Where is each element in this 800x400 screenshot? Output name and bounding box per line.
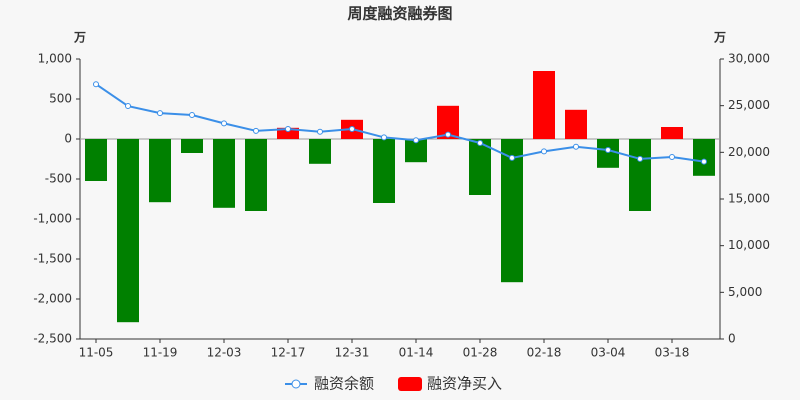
bar <box>533 71 555 139</box>
y-tick-label: -500 <box>45 172 72 186</box>
bar <box>597 139 619 168</box>
y2-tick-label: 0 <box>728 332 736 346</box>
y-tick-label: 0 <box>64 132 72 146</box>
line-point <box>221 120 227 127</box>
line-point <box>477 140 483 146</box>
line-point <box>317 128 323 135</box>
chart-title: 周度融资融券图 <box>347 5 452 23</box>
y-tick-label: 1,000 <box>38 52 72 66</box>
bar <box>245 139 267 211</box>
bar <box>629 139 651 211</box>
line-point <box>125 103 131 110</box>
x-tick-label: 01-14 <box>399 346 434 360</box>
line-point <box>413 137 419 144</box>
bar <box>85 139 107 181</box>
bar <box>309 139 331 164</box>
x-tick-label: 11-19 <box>143 346 178 360</box>
line-point <box>509 154 515 161</box>
x-tick-label: 03-18 <box>655 346 690 360</box>
y-tick-label: -2,500 <box>33 332 72 346</box>
bar <box>117 139 139 323</box>
bar <box>277 127 299 139</box>
line-point <box>253 127 259 134</box>
y-tick-label: -2,000 <box>33 292 72 306</box>
line <box>95 83 705 163</box>
bar <box>373 139 395 203</box>
bar <box>213 139 235 208</box>
legend-swatch <box>398 377 422 391</box>
line-point <box>541 148 547 155</box>
y2-tick-label: 5,000 <box>728 285 762 299</box>
y-tick-label: 500 <box>49 92 72 106</box>
line-point <box>573 143 579 150</box>
y-tick-label: -1,000 <box>33 212 72 226</box>
line-point <box>445 131 451 138</box>
line-point <box>669 154 675 160</box>
line-point <box>285 126 291 132</box>
y2-tick-label: 10,000 <box>728 238 770 252</box>
bar <box>149 139 171 203</box>
line-point <box>349 126 355 132</box>
x-tick-label: 12-31 <box>335 346 370 360</box>
line-point <box>701 158 707 165</box>
y2-unit: 万 <box>713 31 726 45</box>
x-tick-label: 01-28 <box>463 346 498 360</box>
y2-tick-label: 15,000 <box>728 192 770 206</box>
legend-label: 融资净买入 <box>427 375 502 393</box>
legend-marker <box>291 379 301 389</box>
bar <box>565 109 587 139</box>
y2-tick-label: 20,000 <box>728 145 770 159</box>
line-point <box>93 81 99 88</box>
x-tick-label: 12-03 <box>207 346 242 360</box>
bar <box>405 139 427 163</box>
line-point <box>381 134 387 141</box>
bar <box>437 105 459 139</box>
x-tick-label: 03-04 <box>591 346 626 360</box>
bar <box>693 139 715 176</box>
line-point <box>189 112 195 118</box>
x-tick-label: 11-05 <box>79 346 114 360</box>
y2-tick-label: 30,000 <box>728 52 770 66</box>
line-point <box>605 147 611 153</box>
y-tick-label: -1,500 <box>33 252 72 266</box>
bar <box>501 139 523 283</box>
y2-tick-label: 25,000 <box>728 98 770 112</box>
bar <box>469 139 491 195</box>
y-unit: 万 <box>73 31 86 45</box>
bar <box>181 139 203 153</box>
x-tick-label: 02-18 <box>527 346 562 360</box>
line-point <box>157 110 163 117</box>
bar <box>661 127 683 139</box>
legend-label: 融资余额 <box>314 375 374 393</box>
x-tick-label: 12-17 <box>271 346 306 360</box>
line-point <box>637 155 643 162</box>
